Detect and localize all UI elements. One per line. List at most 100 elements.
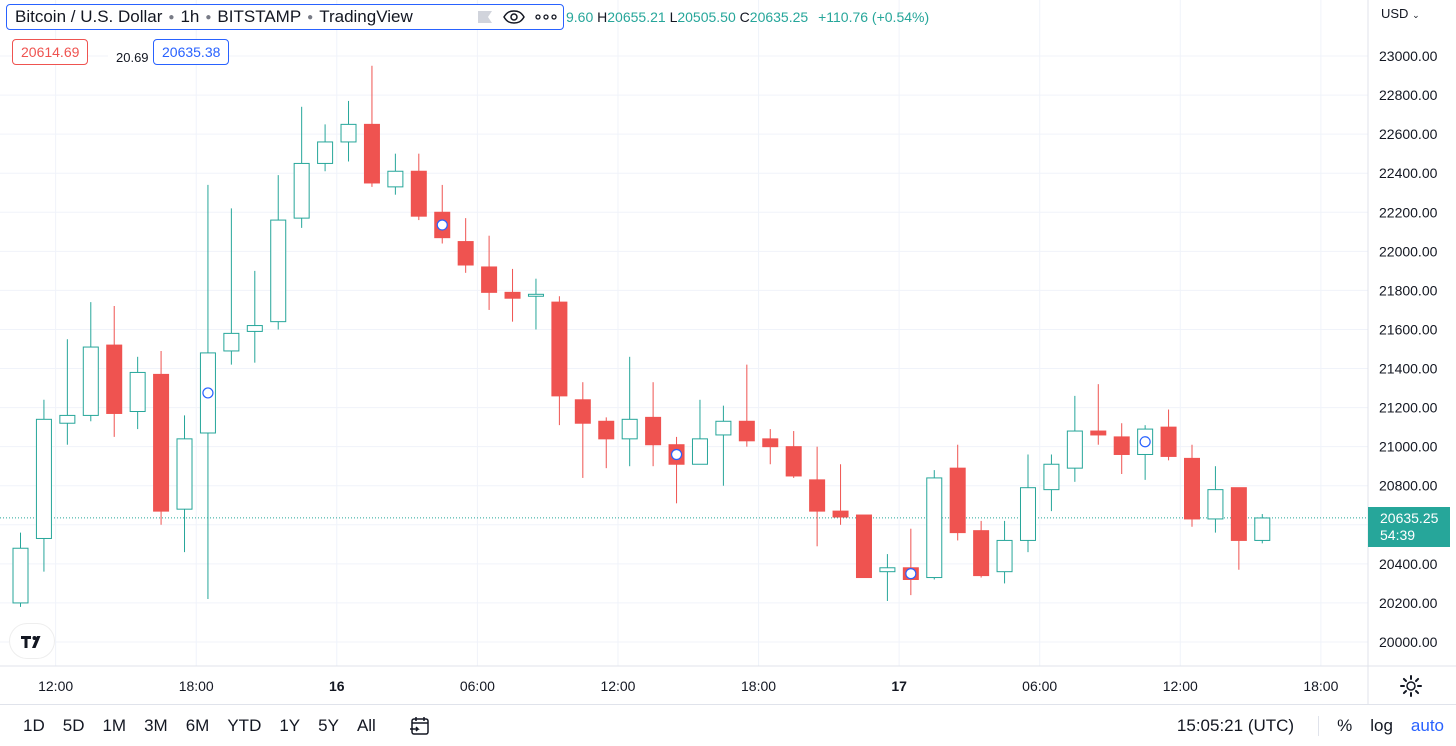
tradingview-logo[interactable] [10, 624, 54, 658]
candle [738, 364, 755, 447]
candle-body [1043, 463, 1060, 491]
range-1m[interactable]: 1M [102, 715, 127, 735]
price-tick-label: 21800.00 [1379, 282, 1438, 298]
event-marker [202, 387, 214, 399]
time-tick-label: 12:00 [38, 678, 73, 694]
candle-body [340, 123, 357, 143]
symbol-legend[interactable]: Bitcoin / U.S. Dollar ● 1h ● BITSTAMP ● … [6, 4, 564, 30]
close-value: 20635.25 [749, 9, 809, 25]
price-tick-label: 22000.00 [1379, 243, 1438, 259]
percent-toggle[interactable]: % [1337, 715, 1353, 735]
candle [457, 218, 474, 273]
settings-icon[interactable] [1399, 674, 1423, 698]
price-tick-label: 23000.00 [1379, 48, 1438, 64]
candle [246, 270, 263, 363]
log-toggle[interactable]: log [1370, 715, 1393, 735]
candle-body [1090, 430, 1107, 436]
currency-selector[interactable]: USD ⌄ [1381, 6, 1420, 21]
bottom-toolbar: 1D 5D 1M 3M 6M YTD 1Y 5Y All 15:05:21 (U… [0, 704, 1456, 746]
auto-scale-toggle[interactable]: auto [1410, 715, 1444, 735]
last-price-value: 20635.25 [1380, 510, 1439, 526]
candle-body [481, 266, 498, 293]
eye-icon[interactable] [503, 10, 525, 24]
high-value: 20655.21 [607, 9, 666, 25]
candle-body [387, 170, 404, 188]
price-tick-label: 21400.00 [1379, 361, 1438, 377]
range-6m[interactable]: 6M [185, 715, 210, 735]
event-marker [670, 448, 683, 461]
more-icon[interactable] [535, 13, 557, 21]
candle [996, 520, 1013, 584]
candle [106, 306, 123, 437]
utc-clock[interactable]: 15:05:21 (UTC) [1176, 715, 1295, 735]
candle [293, 106, 310, 228]
event-marker [1139, 436, 1151, 448]
candle-body [621, 418, 638, 440]
candle [270, 175, 287, 330]
candle-body [457, 241, 474, 266]
event-marker [436, 219, 448, 231]
candle [387, 153, 404, 195]
candle-body [691, 438, 708, 465]
candle [317, 124, 334, 172]
price-tick-label: 21200.00 [1379, 400, 1438, 416]
range-all[interactable]: All [356, 715, 376, 735]
price-tick-label: 22200.00 [1379, 204, 1438, 220]
time-axis[interactable]: 12:00 18:00 16 06:00 12:00 18:00 17 06:00 12:00 1… [38, 678, 1338, 694]
open-value: 9.60 [566, 9, 594, 25]
candle-body [785, 446, 802, 477]
price-tick-label: 21600.00 [1379, 321, 1438, 337]
close-label: C [739, 9, 750, 25]
candle-body [82, 346, 99, 416]
candle [598, 417, 615, 469]
candle [785, 431, 802, 478]
range-ytd[interactable]: YTD [227, 715, 262, 735]
buy-price-button[interactable]: 20635.38 [153, 39, 230, 65]
range-1d[interactable]: 1D [23, 715, 45, 735]
price-tick-label: 20000.00 [1379, 634, 1438, 650]
candle-body [574, 399, 591, 424]
candle [1254, 514, 1271, 544]
candle-body [1066, 430, 1083, 469]
candle [809, 446, 826, 547]
sell-price-button[interactable]: 20614.69 [12, 39, 89, 65]
price-tick-label: 22400.00 [1379, 165, 1438, 181]
event-markers[interactable] [202, 219, 1151, 580]
candle [1066, 395, 1083, 482]
price-axis[interactable]: 20000.0020200.0020400.0020600.0020800.00… [1379, 48, 1438, 650]
candle-body [1254, 517, 1271, 541]
separator-dot: ● [205, 11, 212, 23]
price-chart[interactable]: 20000.0020200.0020400.0020600.0020800.00… [0, 0, 1456, 704]
candle [691, 399, 708, 465]
goto-date-icon[interactable] [409, 716, 431, 736]
candle-body [527, 293, 544, 297]
last-price-label: 20635.25 54:39 [1368, 507, 1450, 547]
candle [410, 153, 427, 221]
candle [1113, 423, 1130, 475]
range-3m[interactable]: 3M [144, 715, 168, 735]
price-tick-label: 20400.00 [1379, 556, 1438, 572]
candle [645, 382, 662, 467]
candle-body [293, 162, 310, 219]
candle-body [270, 219, 287, 323]
low-value: 20505.50 [677, 9, 736, 25]
range-5y[interactable]: 5Y [318, 715, 339, 735]
candle [363, 65, 380, 187]
time-tick-label: 17 [891, 678, 907, 694]
candle [1160, 409, 1177, 461]
candle-body [762, 438, 779, 448]
candle [926, 470, 943, 580]
ohlc-readout: 9.60 H20655.21 L20505.50 C20635.25 +110.… [566, 9, 929, 25]
candle-body [1184, 457, 1200, 520]
candle-body [645, 416, 662, 446]
range-1y[interactable]: 1Y [279, 715, 301, 735]
candle [129, 356, 146, 430]
candle-body [129, 371, 146, 413]
candle-body [106, 344, 123, 414]
flag-icon[interactable] [477, 10, 493, 24]
candle [504, 268, 521, 322]
candle-body [738, 420, 755, 442]
candle [340, 100, 357, 162]
range-5d[interactable]: 5D [62, 715, 85, 735]
candle-body [1019, 487, 1036, 541]
